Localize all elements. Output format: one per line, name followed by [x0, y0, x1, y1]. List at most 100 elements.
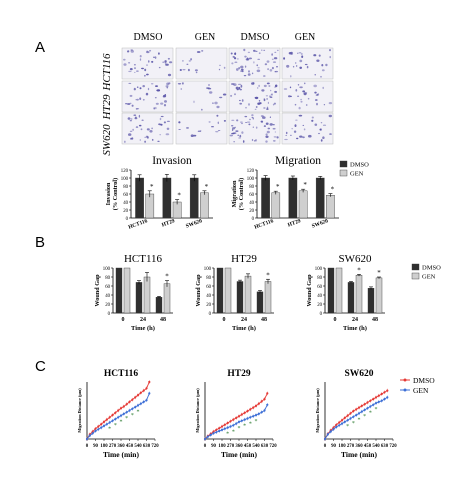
bar	[163, 283, 171, 314]
point-gen	[237, 420, 241, 423]
stained-cell	[275, 84, 278, 88]
x-tick-label: 0	[86, 444, 89, 449]
stained-cell	[319, 128, 322, 131]
stained-cell	[261, 49, 263, 51]
stained-cell	[271, 53, 273, 56]
stained-cell	[266, 82, 270, 85]
bar	[271, 192, 281, 219]
stained-cell	[298, 52, 302, 54]
point-dmso	[226, 421, 229, 425]
stained-cell	[252, 126, 254, 128]
stained-cell	[156, 89, 160, 92]
stained-cell	[273, 57, 278, 60]
stained-cell	[258, 100, 261, 102]
stained-cell	[314, 99, 318, 101]
stained-cell	[231, 119, 235, 121]
x-tick-label: 540	[252, 444, 260, 449]
x-tick-label: 0	[324, 444, 327, 449]
stained-cell	[240, 68, 244, 71]
stained-cell	[239, 88, 242, 91]
x-tick-label: 24	[241, 317, 247, 323]
legend-marker	[403, 388, 407, 392]
stained-cell	[329, 55, 331, 59]
stained-cell	[300, 101, 303, 103]
bar	[375, 277, 383, 314]
stained-cell	[219, 96, 223, 99]
micrograph-tile	[228, 47, 281, 80]
significance-asterisk: *	[108, 426, 111, 432]
x-axis-label: Time (min)	[103, 450, 139, 459]
point-dmso	[263, 398, 266, 401]
point-dmso	[249, 408, 252, 411]
stained-cell	[285, 131, 288, 135]
x-axis-label: Time (min)	[341, 450, 377, 459]
stained-cell	[297, 84, 300, 86]
stained-cell	[245, 122, 248, 123]
stained-cell	[267, 101, 269, 104]
bar	[315, 177, 325, 219]
stained-cell	[177, 83, 182, 85]
stained-cell	[299, 59, 303, 63]
stained-cell	[269, 123, 273, 126]
stained-cell	[248, 70, 250, 73]
stained-cell	[313, 54, 317, 57]
micrograph-tile	[175, 112, 228, 145]
point-gen	[374, 402, 378, 405]
stained-cell	[153, 107, 155, 110]
stained-cell	[236, 119, 239, 122]
stained-cell	[237, 134, 239, 136]
point-gen	[220, 428, 224, 431]
stained-cell	[234, 52, 236, 55]
bar	[216, 267, 224, 314]
stained-cell	[302, 90, 306, 93]
stained-cell	[154, 97, 157, 99]
stained-cell	[292, 65, 295, 68]
y-tick-label: 100	[103, 267, 111, 272]
x-axis-label: Time (h)	[343, 325, 367, 332]
significance-asterisk: *	[276, 183, 280, 191]
stained-cell	[322, 136, 325, 139]
significance-asterisk: *	[238, 426, 241, 432]
stained-cell	[164, 94, 166, 96]
point-dmso	[240, 413, 243, 416]
stained-cell	[233, 83, 237, 86]
stained-cell	[230, 94, 233, 97]
point-dmso	[94, 427, 97, 430]
stained-cell	[247, 73, 251, 76]
stained-cell	[248, 103, 250, 106]
stained-cell	[304, 63, 308, 66]
stained-cell	[219, 64, 221, 66]
stained-cell	[187, 68, 190, 72]
point-dmso	[100, 423, 103, 426]
x-tick-label: 270	[109, 444, 117, 449]
stained-cell	[131, 104, 134, 107]
stained-cell	[135, 126, 139, 128]
stained-cell	[234, 57, 237, 60]
point-gen	[206, 435, 209, 438]
panel-label-a: A	[35, 39, 45, 56]
point-dmso	[340, 419, 344, 422]
stained-cell	[294, 103, 297, 106]
point-dmso	[136, 394, 140, 397]
stained-cell	[262, 116, 266, 119]
stained-cell	[159, 117, 162, 121]
point-dmso	[223, 423, 226, 426]
stained-cell	[144, 136, 148, 138]
point-gen	[212, 432, 215, 435]
stained-cell	[223, 120, 226, 122]
stained-cell	[231, 62, 234, 65]
stained-cell	[311, 116, 314, 119]
stained-cell	[276, 136, 279, 139]
y-tick-label: 40	[123, 201, 128, 206]
stained-cell	[138, 114, 141, 118]
stained-cell	[288, 95, 291, 98]
point-gen	[209, 433, 212, 437]
significance-asterisk: *	[226, 432, 229, 438]
point-gen	[102, 424, 106, 427]
stained-cell	[139, 139, 141, 141]
significance-asterisk: *	[165, 273, 169, 281]
legend-swatch	[411, 263, 420, 271]
panel-label-c: C	[35, 358, 46, 375]
chart-migdist-sw620: SW620 0 90 180 270 360 450 540 630 720 Time (min) M…	[315, 369, 435, 459]
